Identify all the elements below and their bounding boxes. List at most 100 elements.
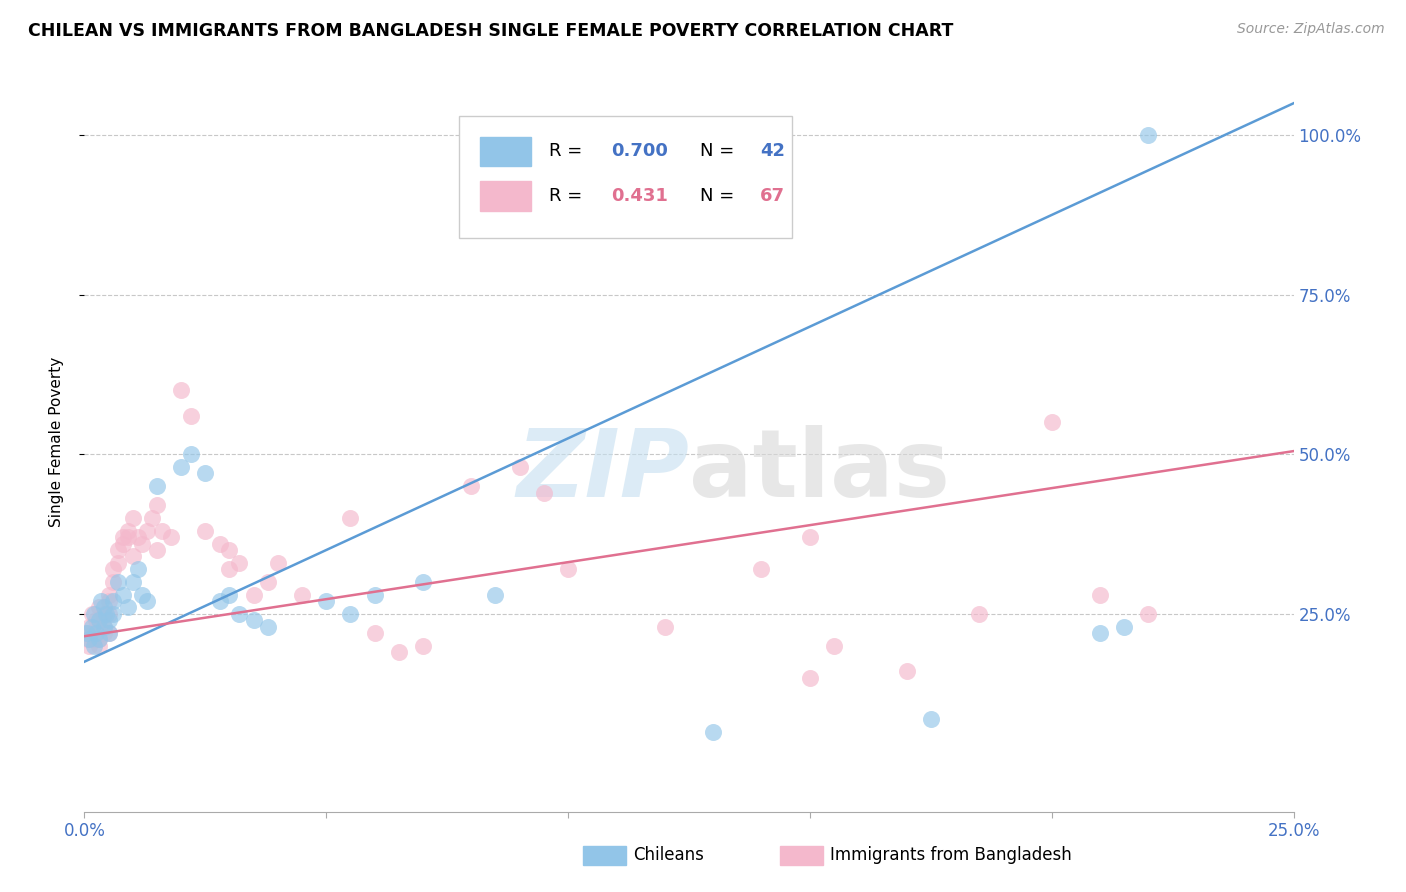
Point [412,574,434,589]
Point [97,626,120,640]
Point [117,530,139,544]
Point [242,588,264,602]
Text: Source: ZipAtlas.com: Source: ZipAtlas.com [1237,22,1385,37]
Point [363,588,385,602]
Point [97,588,120,602]
Point [654,619,676,633]
Point [117,600,139,615]
Point [136,594,159,608]
Point [267,556,290,570]
Point [257,574,280,589]
Text: ZIP: ZIP [516,425,689,517]
Point [180,447,202,461]
Text: 67: 67 [761,186,786,205]
Point [86,613,108,627]
Point [131,588,153,602]
Point [339,607,361,621]
Point [83,632,105,647]
Point [80,607,103,621]
Point [291,588,314,602]
Point [112,536,135,550]
Point [93,600,115,615]
Point [218,588,240,602]
Point [509,460,531,475]
Text: R =: R = [548,143,588,161]
Text: Immigrants from Bangladesh: Immigrants from Bangladesh [830,847,1071,864]
Point [208,594,231,608]
Point [228,556,250,570]
Point [460,479,482,493]
Point [103,562,125,576]
Point [103,607,125,621]
Point [160,530,183,544]
Point [799,671,821,685]
Y-axis label: Single Female Poverty: Single Female Poverty [49,357,63,526]
Point [76,632,98,647]
Point [93,619,115,633]
Point [1088,626,1111,640]
Point [136,524,159,538]
Point [557,562,579,576]
Point [80,619,103,633]
Point [107,556,129,570]
Point [1114,619,1136,633]
Point [1137,607,1160,621]
Point [77,619,100,633]
Point [533,485,555,500]
Point [146,499,169,513]
Point [87,619,110,633]
Point [127,562,149,576]
Point [103,594,125,608]
Point [121,549,143,564]
Point [107,574,129,589]
Point [799,530,821,544]
Point [146,479,169,493]
Point [86,626,108,640]
Point [83,632,105,647]
Point [242,613,264,627]
FancyBboxPatch shape [460,116,792,238]
Point [83,607,105,621]
Point [83,626,105,640]
Point [315,594,337,608]
Point [121,574,143,589]
Point [93,619,115,633]
Point [121,511,143,525]
Point [484,588,506,602]
Text: R =: R = [548,186,588,205]
Text: Chileans: Chileans [633,847,703,864]
Point [180,409,202,423]
Point [97,626,120,640]
Point [75,626,97,640]
FancyBboxPatch shape [479,136,530,166]
Point [127,530,149,544]
Point [131,536,153,550]
Point [87,600,110,615]
Point [208,536,231,550]
Point [112,530,135,544]
Point [94,607,117,621]
Point [141,511,163,525]
Point [150,524,173,538]
Point [702,725,724,739]
Text: 0.700: 0.700 [612,143,668,161]
Point [76,626,98,640]
Point [896,665,918,679]
Point [93,626,115,640]
Point [83,639,105,653]
Point [170,384,193,398]
Point [170,460,193,475]
Point [117,524,139,538]
Point [97,594,120,608]
Point [103,574,125,589]
Point [218,543,240,558]
Point [363,626,385,640]
FancyBboxPatch shape [479,181,530,211]
Point [1137,128,1160,143]
Text: CHILEAN VS IMMIGRANTS FROM BANGLADESH SINGLE FEMALE POVERTY CORRELATION CHART: CHILEAN VS IMMIGRANTS FROM BANGLADESH SI… [28,22,953,40]
Point [751,562,773,576]
Text: N =: N = [700,143,740,161]
Point [97,607,120,621]
Point [388,645,411,659]
Point [823,639,845,653]
